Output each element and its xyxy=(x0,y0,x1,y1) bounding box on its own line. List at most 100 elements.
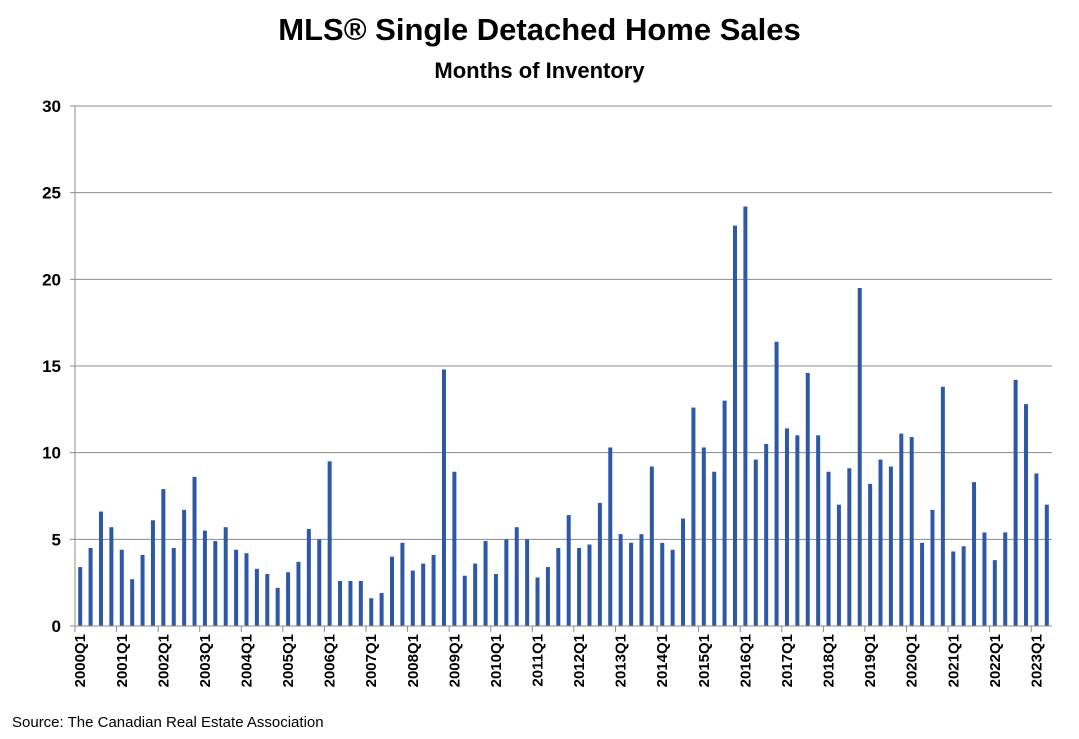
bar xyxy=(795,435,800,626)
bar xyxy=(857,288,862,626)
bar xyxy=(805,372,810,626)
bar xyxy=(234,549,239,626)
bar xyxy=(909,437,914,626)
bar xyxy=(691,407,696,626)
bar xyxy=(369,598,374,626)
y-tick-label: 20 xyxy=(42,270,61,289)
x-tick-label: 2000Q1 xyxy=(72,634,89,687)
bar xyxy=(431,554,436,626)
bar xyxy=(327,461,332,626)
bar xyxy=(888,466,893,626)
bar xyxy=(660,542,665,626)
bar xyxy=(78,567,83,626)
bar xyxy=(358,580,363,626)
bar xyxy=(566,515,571,626)
bar xyxy=(171,548,176,626)
bar xyxy=(577,548,582,626)
bar xyxy=(192,476,197,626)
bar xyxy=(182,509,187,626)
x-tick-label: 2006Q1 xyxy=(322,634,339,687)
bar xyxy=(868,483,873,626)
bar xyxy=(982,532,987,626)
bar xyxy=(1003,532,1008,626)
bar xyxy=(753,459,758,626)
bar xyxy=(223,527,228,626)
bar xyxy=(629,542,634,626)
bar xyxy=(587,544,592,626)
bar xyxy=(119,549,124,626)
bar xyxy=(109,527,114,626)
bar xyxy=(836,504,841,626)
y-tick-label: 5 xyxy=(52,530,61,549)
bar xyxy=(317,539,322,626)
x-tick-label: 2020Q1 xyxy=(904,634,921,687)
bar xyxy=(1034,473,1039,626)
x-tick-label: 2009Q1 xyxy=(446,634,463,687)
bar xyxy=(597,502,602,626)
bar xyxy=(379,593,384,626)
x-tick-label: 2010Q1 xyxy=(488,634,505,687)
bar xyxy=(525,539,530,626)
x-tick-label: 2022Q1 xyxy=(987,634,1004,687)
x-tick-label: 2023Q1 xyxy=(1028,634,1045,687)
bar xyxy=(213,541,218,626)
bar xyxy=(286,572,291,626)
bar xyxy=(701,447,706,626)
x-tick-label: 2001Q1 xyxy=(114,634,131,687)
x-tick-label: 2004Q1 xyxy=(238,634,255,687)
x-tick-label: 2018Q1 xyxy=(821,634,838,687)
bar xyxy=(608,447,613,626)
bar xyxy=(306,528,311,626)
bar xyxy=(421,563,426,626)
bar xyxy=(130,579,135,626)
bar xyxy=(774,341,779,626)
x-tick-label: 2012Q1 xyxy=(571,634,588,687)
chart-title: MLS® Single Detached Home Sales xyxy=(278,12,801,47)
bar xyxy=(441,369,446,626)
bar xyxy=(670,549,675,626)
x-tick-label: 2017Q1 xyxy=(779,634,796,687)
bar xyxy=(140,554,145,626)
bar xyxy=(649,466,654,626)
bar xyxy=(348,580,353,626)
x-tick-label: 2007Q1 xyxy=(363,634,380,687)
bar xyxy=(473,563,478,626)
bar xyxy=(743,206,748,627)
x-tick-label: 2015Q1 xyxy=(696,634,713,687)
bar xyxy=(390,556,395,626)
bar xyxy=(462,575,467,626)
bar xyxy=(244,553,249,626)
bar xyxy=(722,400,727,626)
bar xyxy=(961,546,966,626)
x-tick-label: 2013Q1 xyxy=(613,634,630,687)
bar xyxy=(920,542,925,626)
x-tick-label: 2005Q1 xyxy=(280,634,297,687)
bar xyxy=(899,433,904,626)
bar xyxy=(514,527,519,626)
x-tick-label: 2021Q1 xyxy=(945,634,962,687)
bar xyxy=(712,471,717,626)
x-tick-label: 2019Q1 xyxy=(862,634,879,687)
x-tick-label: 2002Q1 xyxy=(155,634,172,687)
bar xyxy=(504,539,509,626)
source-note: Source: The Canadian Real Estate Associa… xyxy=(12,714,324,731)
bar xyxy=(639,534,644,626)
bar xyxy=(535,577,540,626)
bar xyxy=(400,542,405,626)
bar xyxy=(1044,504,1049,626)
bar xyxy=(940,386,945,626)
bar xyxy=(265,574,270,626)
bar xyxy=(930,509,935,626)
bar xyxy=(784,428,789,626)
bar xyxy=(202,530,207,626)
y-tick-label: 30 xyxy=(42,97,61,116)
bar xyxy=(1013,379,1018,626)
y-tick-label: 10 xyxy=(42,444,61,463)
bar xyxy=(254,568,259,626)
bar xyxy=(618,534,623,626)
chart-subtitle: Months of Inventory xyxy=(434,58,645,83)
bar xyxy=(732,225,737,626)
bar xyxy=(88,548,93,626)
bar xyxy=(972,482,977,626)
bar xyxy=(483,541,488,626)
